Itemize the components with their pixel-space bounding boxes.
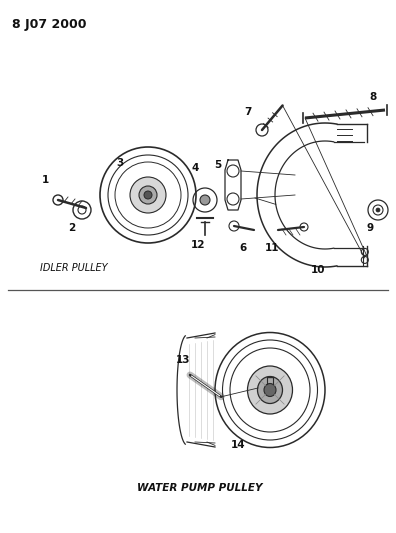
Text: 8 J07 2000: 8 J07 2000 — [12, 18, 86, 31]
Text: 10: 10 — [311, 265, 325, 275]
Text: 1: 1 — [41, 175, 49, 185]
Ellipse shape — [264, 384, 276, 397]
Text: 14: 14 — [231, 440, 245, 450]
Circle shape — [376, 208, 380, 212]
Text: 3: 3 — [116, 158, 124, 168]
Ellipse shape — [257, 376, 282, 403]
Text: 4: 4 — [191, 163, 199, 173]
Text: 7: 7 — [244, 107, 252, 117]
Text: 12: 12 — [191, 240, 205, 250]
Text: 6: 6 — [239, 243, 247, 253]
Text: 11: 11 — [265, 243, 279, 253]
Text: 9: 9 — [366, 223, 373, 233]
Ellipse shape — [248, 366, 293, 414]
Text: 5: 5 — [214, 160, 222, 170]
Text: 8: 8 — [369, 92, 377, 102]
Text: WATER PUMP PULLEY: WATER PUMP PULLEY — [137, 483, 263, 493]
Text: IDLER PULLEY: IDLER PULLEY — [40, 263, 108, 273]
Circle shape — [130, 177, 166, 213]
Circle shape — [139, 186, 157, 204]
Circle shape — [144, 191, 152, 199]
Text: 2: 2 — [69, 223, 76, 233]
Circle shape — [200, 195, 210, 205]
Text: 13: 13 — [176, 355, 190, 365]
